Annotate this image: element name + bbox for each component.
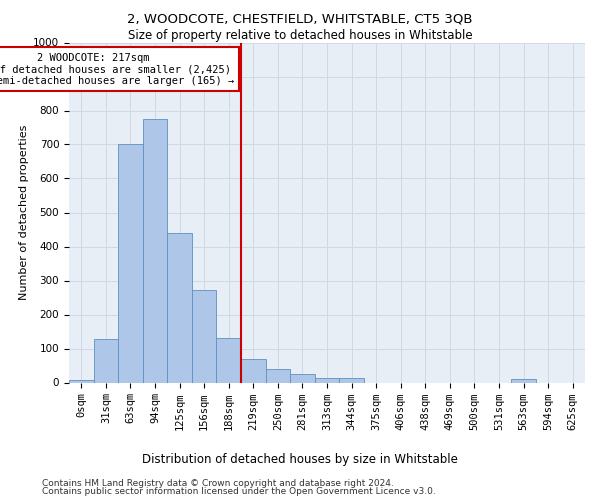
Bar: [315, 378, 339, 382]
Bar: [69, 380, 94, 382]
Bar: [167, 233, 192, 382]
Bar: [143, 119, 167, 382]
Y-axis label: Number of detached properties: Number of detached properties: [19, 125, 29, 300]
Text: Size of property relative to detached houses in Whitstable: Size of property relative to detached ho…: [128, 29, 472, 42]
Bar: [241, 358, 266, 382]
Text: 2, WOODCOTE, CHESTFIELD, WHITSTABLE, CT5 3QB: 2, WOODCOTE, CHESTFIELD, WHITSTABLE, CT5…: [127, 12, 473, 26]
Bar: [192, 290, 217, 382]
Text: Contains public sector information licensed under the Open Government Licence v3: Contains public sector information licen…: [42, 487, 436, 496]
Bar: [266, 369, 290, 382]
Bar: [511, 379, 536, 382]
Bar: [118, 144, 143, 382]
Bar: [217, 338, 241, 382]
Text: 2 WOODCOTE: 217sqm
← 94% of detached houses are smaller (2,425)
6% of semi-detac: 2 WOODCOTE: 217sqm ← 94% of detached hou…: [0, 52, 234, 86]
Bar: [339, 378, 364, 382]
Bar: [94, 340, 118, 382]
Text: Contains HM Land Registry data © Crown copyright and database right 2024.: Contains HM Land Registry data © Crown c…: [42, 478, 394, 488]
Bar: [290, 374, 315, 382]
Text: Distribution of detached houses by size in Whitstable: Distribution of detached houses by size …: [142, 452, 458, 466]
